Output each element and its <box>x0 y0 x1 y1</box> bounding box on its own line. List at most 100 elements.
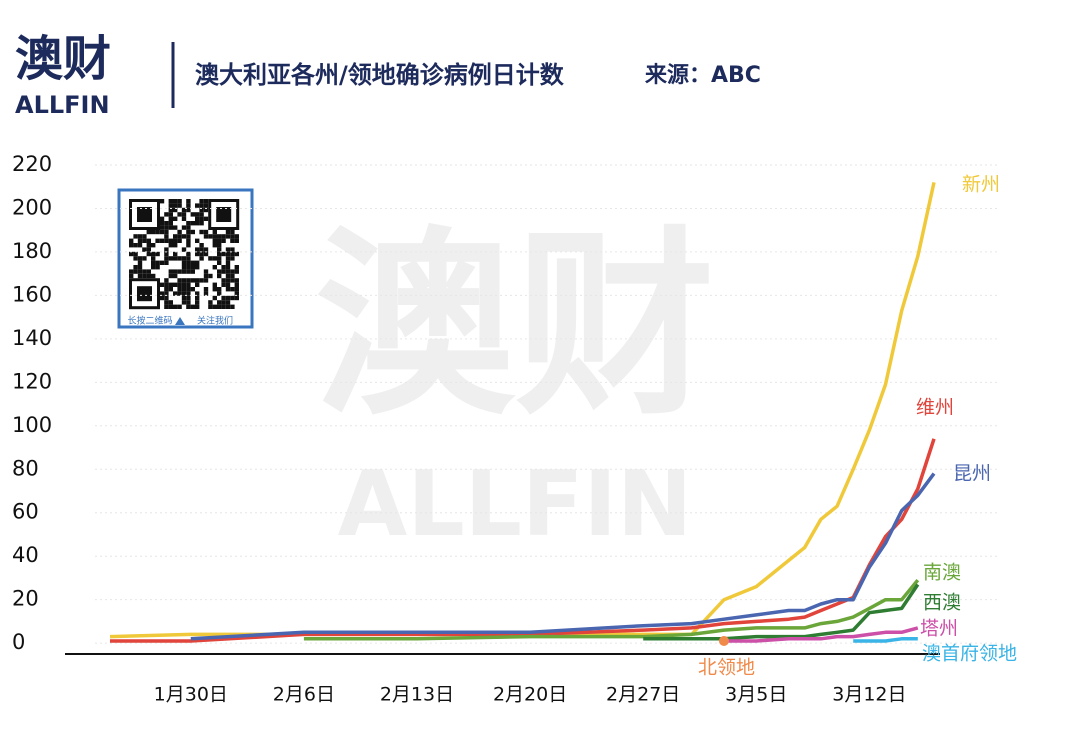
qr-cell <box>159 216 165 221</box>
qr-cell <box>155 260 160 265</box>
qr-cell <box>181 295 187 301</box>
qr-cell <box>129 269 134 274</box>
qr-cell <box>159 291 165 296</box>
qr-cell <box>137 238 143 243</box>
qr-cell <box>186 203 191 208</box>
qr-cell <box>225 265 231 270</box>
series-label: 南澳 <box>923 562 961 584</box>
qr-cell <box>129 251 134 257</box>
qr-cell <box>155 265 160 270</box>
qr-cell <box>221 251 226 257</box>
qr-cell <box>133 234 138 239</box>
qr-cell <box>195 221 200 226</box>
qr-cell <box>190 221 195 226</box>
qr-cell <box>212 304 217 309</box>
qr-cell <box>164 229 169 235</box>
qr-cell <box>225 287 231 292</box>
qr-cell <box>225 251 231 257</box>
qr-cell <box>181 269 187 274</box>
qr-cell <box>186 207 191 213</box>
qr-cell <box>168 203 173 208</box>
qr-cell <box>177 256 182 261</box>
qr-cell <box>164 304 169 309</box>
qr-cell <box>164 251 169 257</box>
qr-cell <box>190 287 195 292</box>
qr-cell <box>195 291 200 296</box>
qr-cell <box>129 273 134 279</box>
qr-cell <box>199 278 204 283</box>
qr-cell <box>230 278 235 283</box>
qr-cell <box>164 291 169 296</box>
qr-cell <box>168 199 173 204</box>
qr-cell <box>203 234 209 239</box>
qr-cell <box>173 234 178 239</box>
y-tick-label: 40 <box>12 543 39 567</box>
qr-cell <box>230 304 235 309</box>
qr-finder <box>216 207 232 222</box>
qr-cell <box>230 251 235 257</box>
qr-cell <box>181 282 187 287</box>
qr-cell <box>146 229 151 235</box>
qr-cell <box>199 229 204 235</box>
qr-cell <box>234 278 239 283</box>
qr-cell <box>217 273 222 279</box>
qr-cell <box>177 269 182 274</box>
qr-caption: 关注我们 <box>197 315 233 327</box>
x-tick-label: 2月20日 <box>493 684 567 706</box>
y-tick-label: 220 <box>12 152 52 176</box>
qr-cell <box>181 216 187 221</box>
qr-cell <box>186 243 191 248</box>
qr-cell <box>168 212 173 217</box>
qr-cell <box>212 234 217 239</box>
qr-cell <box>195 265 200 270</box>
series-line <box>190 472 936 641</box>
qr-cell <box>195 295 200 301</box>
qr-cell <box>164 282 169 287</box>
qr-cell <box>230 238 235 243</box>
qr-cell <box>208 273 213 279</box>
qr-cell <box>203 269 209 274</box>
qr-cell <box>225 282 231 287</box>
qr-cell <box>234 234 239 239</box>
qr-cell <box>199 256 204 261</box>
qr-cell <box>168 221 173 226</box>
qr-cell <box>234 265 239 270</box>
qr-cell <box>186 300 191 305</box>
qr-cell <box>133 265 138 270</box>
qr-cell <box>168 216 173 221</box>
qr-cell <box>225 300 231 305</box>
qr-cell <box>146 251 151 257</box>
qr-cell <box>195 216 200 221</box>
qr-cell <box>212 287 217 292</box>
qr-cell <box>181 225 187 230</box>
qr-cell <box>230 234 235 239</box>
qr-cell <box>217 269 222 274</box>
qr-cell <box>230 256 235 261</box>
qr-cell <box>177 234 182 239</box>
qr-cell <box>173 304 178 309</box>
qr-cell <box>234 282 239 287</box>
qr-cell <box>225 229 231 235</box>
qr-cell <box>146 269 151 274</box>
qr-cell <box>186 260 191 265</box>
qr-cell <box>203 199 209 204</box>
qr-cell <box>168 256 173 261</box>
qr-cell <box>195 251 200 257</box>
qr-cell <box>164 234 169 239</box>
qr-cell <box>142 273 147 279</box>
qr-cell <box>234 287 239 292</box>
qr-cell <box>195 260 200 265</box>
qr-cell <box>181 278 187 283</box>
qr-cell <box>225 278 231 283</box>
series-label: 北领地 <box>698 657 755 679</box>
qr-cell <box>146 273 151 279</box>
qr-cell <box>155 238 160 243</box>
qr-cell <box>177 229 182 235</box>
qr-cell <box>186 278 191 283</box>
qr-finder <box>208 199 240 230</box>
qr-cell <box>199 221 204 226</box>
qr-cell <box>173 225 178 230</box>
qr-cell <box>151 243 156 248</box>
x-tick-label: 3月5日 <box>725 684 787 706</box>
series-line <box>853 637 918 643</box>
